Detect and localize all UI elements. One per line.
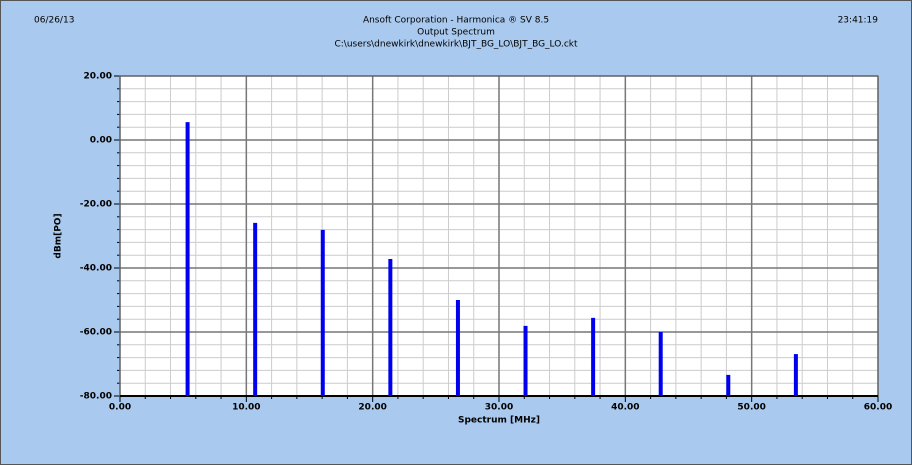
- y-axis-label: dBm[PO]: [54, 213, 64, 258]
- x-tick-label: 50.00: [737, 403, 765, 413]
- x-tick-label: 60.00: [864, 403, 892, 413]
- y-tick-label: 20.00: [84, 72, 112, 82]
- x-tick-label: 30.00: [485, 403, 513, 413]
- x-tick-label: 40.00: [611, 403, 639, 413]
- y-tick-label: 0.00: [90, 136, 112, 146]
- x-tick-label: 0.00: [109, 403, 131, 413]
- y-tick-label: -80.00: [80, 392, 112, 402]
- date: 06/26/13: [34, 16, 74, 26]
- x-tick-label: 10.00: [232, 403, 260, 413]
- x-tick-label: 20.00: [358, 403, 386, 413]
- chart-title: Ansoft Corporation - Harmonica ® SV 8.5: [363, 16, 549, 26]
- y-tick-label: -40.00: [80, 264, 112, 274]
- y-tick-label: -20.00: [80, 200, 112, 210]
- x-axis-label: Spectrum [MHz]: [458, 416, 540, 426]
- time: 23:41:19: [838, 16, 879, 26]
- file-name: C:\users\dnewkirk\dnewkirk\BJT_BG_LO\BJT…: [334, 40, 578, 50]
- chart-subtitle: Output Spectrum: [417, 28, 495, 38]
- y-tick-label: -60.00: [80, 328, 112, 338]
